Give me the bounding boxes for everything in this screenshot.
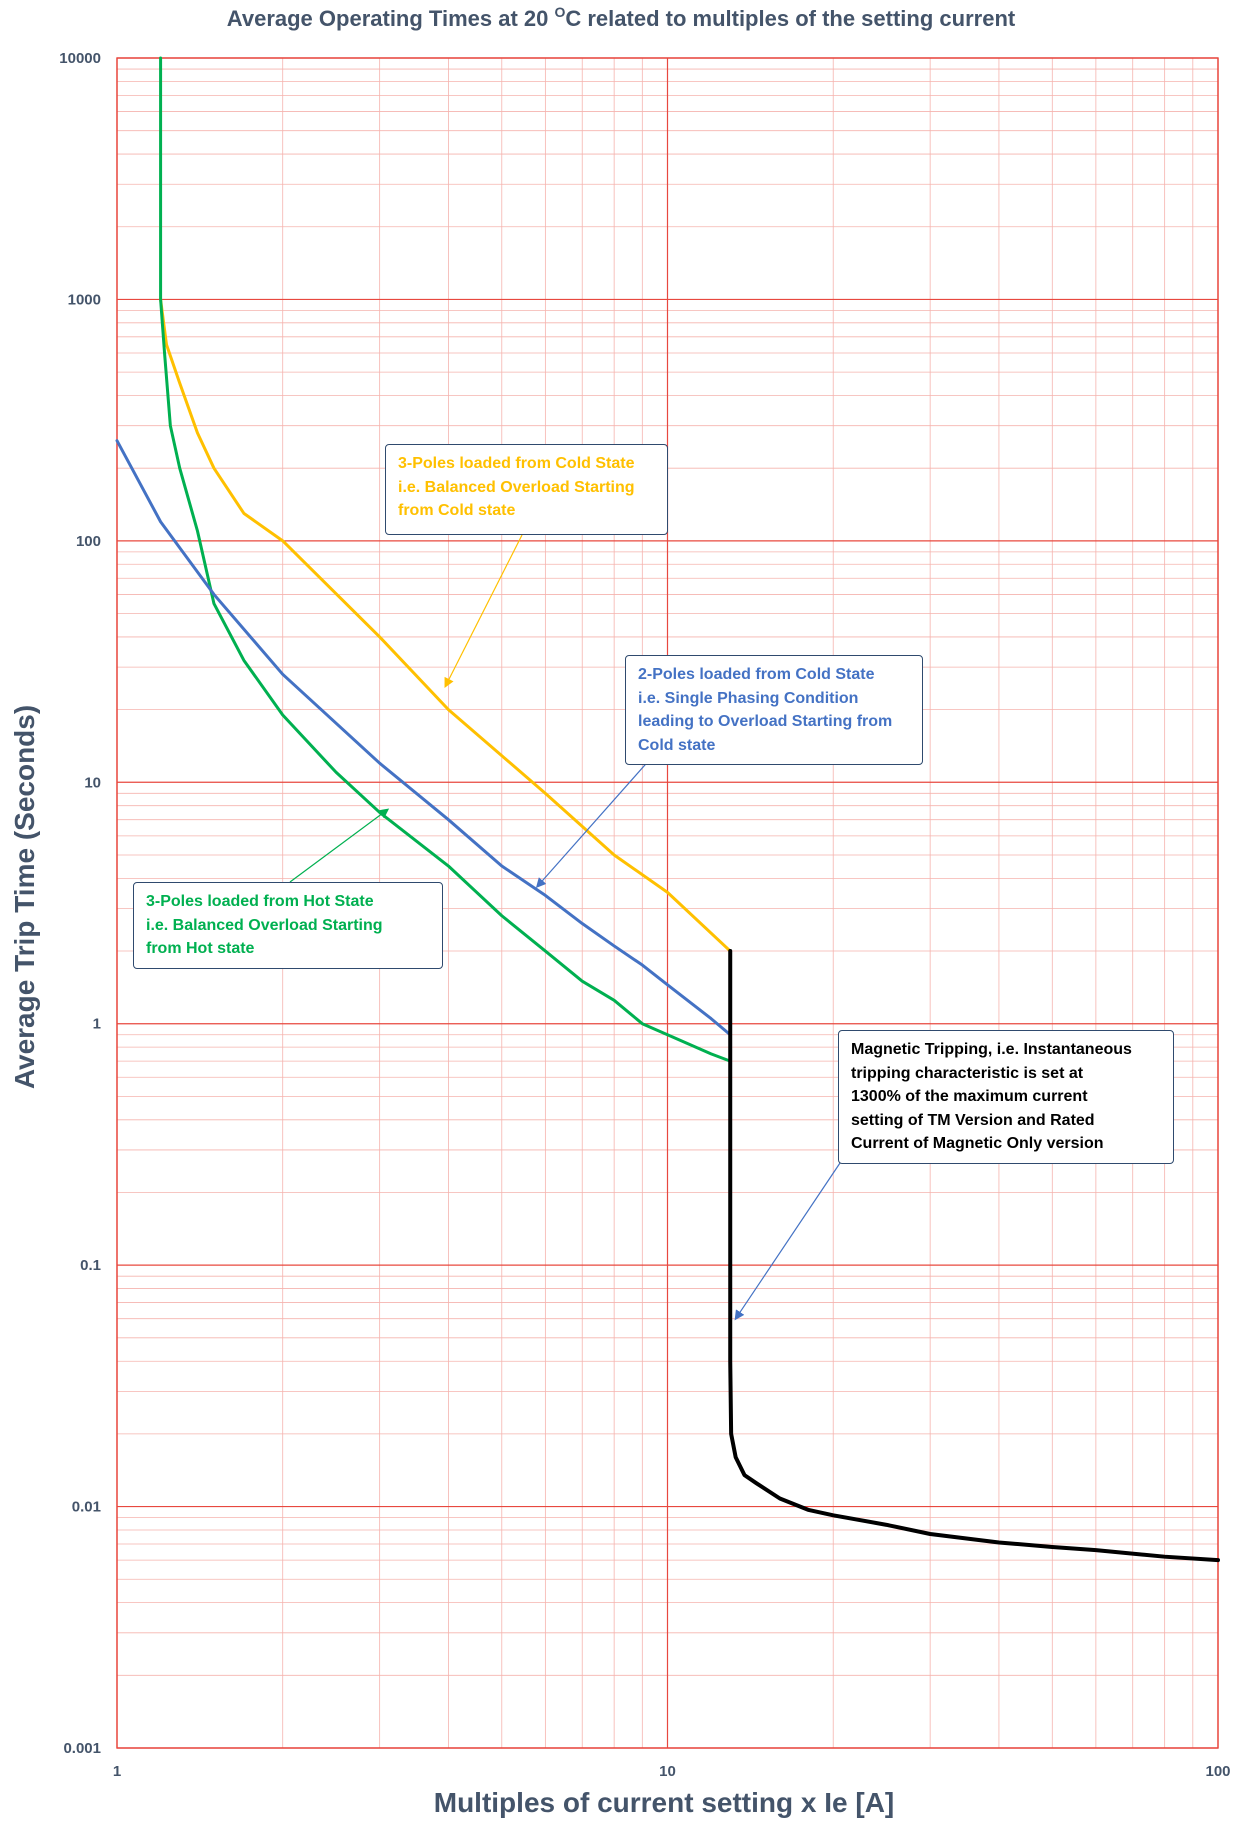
series-line-2 <box>115 439 732 1037</box>
y-tick-label: 1 <box>93 1016 101 1033</box>
callout-line: leading to Overload Starting from <box>638 713 893 730</box>
callout-cold3: 3-Poles loaded from Cold State i.e. Balan… <box>385 444 668 535</box>
callout-arrow-hot3 <box>289 808 390 883</box>
callout-arrow-magnetic <box>734 1162 841 1321</box>
callout-hot3: 3-Poles loaded from Hot State i.e. Balanc… <box>133 882 443 969</box>
callout-magnetic: Magnetic Tripping, i.e. Instantaneous tri… <box>838 1030 1174 1164</box>
x-axis-title: Multiples of current setting x Ie [A] <box>434 1787 894 1818</box>
callout-arrow-cold3 <box>444 534 523 688</box>
callout-line: 2-Poles loaded from Cold State <box>638 666 875 683</box>
callout-line: from Cold state <box>398 502 516 519</box>
series-layer <box>115 56 1220 1563</box>
chart-title: Average Operating Times at 20 OC related… <box>227 4 1016 31</box>
callout-line: tripping characteristic is set at <box>851 1064 1084 1082</box>
callout-arrow-cold2 <box>535 756 653 889</box>
tick-labels: 10000 1000 100 10 1 0.1 0.01 0.001 1 10 100 <box>59 50 1230 1780</box>
x-tick-label: 10 <box>659 1763 676 1780</box>
callout-line: 3-Poles loaded from Hot State <box>146 893 374 910</box>
x-tick-label: 1 <box>113 1763 121 1780</box>
y-axis-title: Average Trip Time (Seconds) <box>9 705 40 1089</box>
series-line-0 <box>159 297 732 953</box>
callout-line: i.e. Balanced Overload Starting <box>146 916 383 934</box>
callout-line: from Hot state <box>146 940 255 957</box>
y-tick-label: 10000 <box>59 50 101 67</box>
callout-line: 1300% of the maximum current <box>851 1088 1088 1105</box>
annotation-arrows <box>289 534 841 1321</box>
y-tick-label: 10 <box>84 774 101 791</box>
x-tick-label: 100 <box>1205 1763 1230 1780</box>
plot-frame <box>116 57 1219 1749</box>
callout-line: setting of TM Version and Rated <box>851 1111 1095 1129</box>
y-tick-label: 1000 <box>68 291 101 308</box>
series-line-1 <box>159 56 732 1063</box>
callout-line: Current of Magnetic Only version <box>851 1135 1104 1152</box>
callout-line: i.e. Single Phasing Condition <box>638 689 859 707</box>
callout-line: 3-Poles loaded from Cold State <box>398 455 635 472</box>
callout-line: i.e. Balanced Overload Starting <box>398 478 635 496</box>
y-tick-label: 0.001 <box>63 1740 101 1757</box>
callout-line: Magnetic Tripping, i.e. Instantaneous <box>851 1041 1132 1058</box>
callout-cold2: 2-Poles loaded from Cold State i.e. Singl… <box>625 655 923 765</box>
y-tick-label: 100 <box>76 533 101 550</box>
series-line-3 <box>728 949 1220 1563</box>
callout-line: Cold state <box>638 736 716 754</box>
y-tick-label: 0.01 <box>72 1499 101 1516</box>
y-tick-label: 0.1 <box>80 1257 101 1274</box>
